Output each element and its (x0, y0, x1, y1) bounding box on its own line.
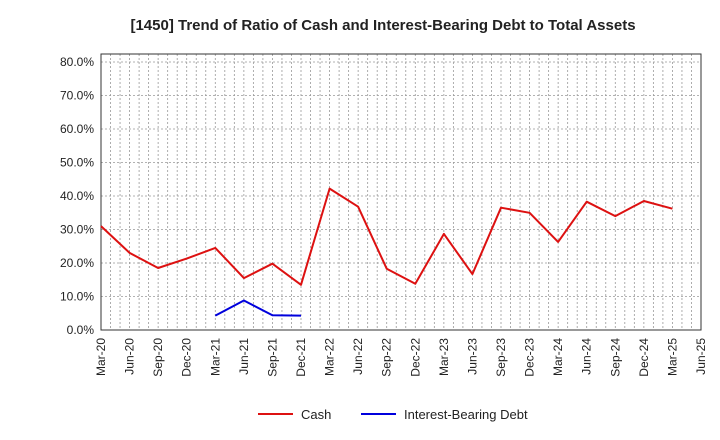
series (100, 187, 673, 317)
y-tick-label: 0.0% (67, 323, 95, 337)
legend-label: Interest-Bearing Debt (404, 407, 528, 422)
x-tick-label: Sep-24 (608, 338, 622, 377)
y-tick-label: 80.0% (60, 55, 94, 69)
x-tick-label: Jun-21 (237, 338, 251, 375)
x-tick-label: Jun-24 (580, 338, 594, 375)
y-tick-label: 50.0% (60, 156, 94, 170)
y-tick-label: 40.0% (60, 189, 94, 203)
y-tick-label: 20.0% (60, 256, 94, 270)
x-tick-label: Mar-23 (437, 338, 451, 376)
x-tick-label: Dec-23 (523, 338, 537, 377)
axes (100, 53, 702, 331)
legend-label: Cash (301, 407, 331, 422)
y-tick-label: 30.0% (60, 223, 94, 237)
x-tick-label: Mar-22 (323, 338, 337, 376)
x-tick-label: Dec-24 (637, 338, 651, 377)
x-tick-label: Jun-25 (694, 338, 708, 375)
x-tick-label: Jun-20 (123, 338, 137, 375)
x-tick-label: Dec-21 (294, 338, 308, 377)
x-tick-label: Sep-23 (494, 338, 508, 377)
x-tick-label: Sep-20 (151, 338, 165, 377)
y-tick-labels: 0.0% 10.0% 20.0% 30.0% 40.0% 50.0% 60.0% 70.0% 8… (60, 55, 94, 337)
x-tick-label: Jun-23 (465, 338, 479, 375)
x-tick-label: Sep-22 (380, 338, 394, 377)
x-tick-label: Mar-24 (551, 338, 565, 376)
x-tick-label: Jun-22 (351, 338, 365, 375)
series-cash (100, 187, 673, 286)
legend-item: Interest-Bearing Debt (361, 407, 528, 422)
y-tick-label: 70.0% (60, 89, 94, 103)
series-line (214, 299, 302, 317)
chart-title: [1450] Trend of Ratio of Cash and Intere… (130, 17, 635, 34)
x-tick-labels: Mar-20 Jun-20 Sep-20 Dec-20 Mar-21 Jun-21 Sep-… (94, 338, 708, 377)
x-tick-label: Mar-25 (665, 338, 679, 376)
y-tick-label: 60.0% (60, 122, 94, 136)
x-tick-label: Dec-20 (180, 338, 194, 377)
x-tick-label: Sep-21 (265, 338, 279, 377)
legend-item: Cash (258, 407, 331, 422)
y-tick-label: 10.0% (60, 290, 94, 304)
x-tick-label: Mar-20 (94, 338, 108, 376)
grid (100, 54, 702, 331)
series-interest-bearing-debt (214, 299, 302, 317)
legend: Cash Interest-Bearing Debt (258, 407, 528, 422)
plot-frame (100, 53, 702, 331)
x-tick-label: Dec-22 (408, 338, 422, 377)
x-tick-label: Mar-21 (208, 338, 222, 376)
